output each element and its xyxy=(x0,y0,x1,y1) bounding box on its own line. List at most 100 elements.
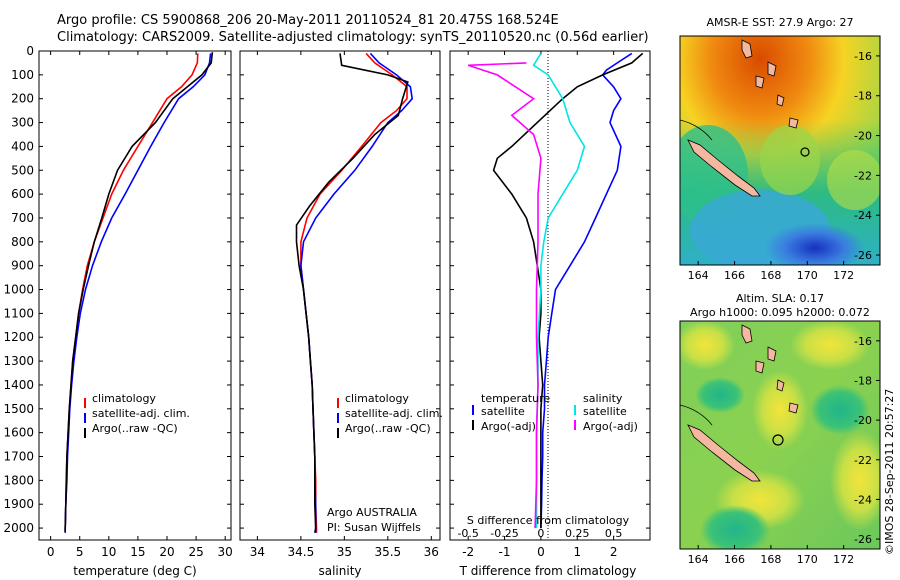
series-line xyxy=(540,52,633,529)
y-tick-label: 500 xyxy=(11,163,34,177)
y-tick-label: 1200 xyxy=(3,330,34,344)
x-tick-label: 1 xyxy=(573,545,581,559)
legend-item: satellite-adj. clim. xyxy=(92,407,190,420)
map-y-tick-label: -22 xyxy=(854,169,872,182)
y-tick-label: 200 xyxy=(11,92,34,106)
legend-item: Argo(-adj) xyxy=(481,420,536,433)
sla-map-title-line2: Argo h1000: 0.095 h2000: 0.072 xyxy=(690,306,870,319)
temperature-profile-chart: 0 5 10 15 20 25 300100200300400500600700800900… xyxy=(3,44,232,578)
island-shape xyxy=(741,39,753,59)
figure-title-line1: Argo profile: CS 5900868_206 20-May-2011… xyxy=(57,13,559,28)
map-y-tick-label: -18 xyxy=(854,90,872,103)
argo-location-marker xyxy=(800,147,810,157)
x-tick-label: -2 xyxy=(462,545,474,559)
y-tick-label: 900 xyxy=(11,259,34,273)
x-tick-label: 35.5 xyxy=(374,545,401,559)
salinity-legend: climatology satellite-adj. clim. Argo(..… xyxy=(337,392,443,438)
y-tick-label: 400 xyxy=(11,139,34,153)
map-y-tick-label: -16 xyxy=(854,50,872,63)
y-tick-label: 1600 xyxy=(3,426,34,440)
x-tick-label: 20 xyxy=(159,545,174,559)
y-tick-label: 700 xyxy=(11,211,34,225)
x-tick-label: 2 xyxy=(610,545,618,559)
difference-xlabel: T difference from climatology xyxy=(459,564,637,578)
secondary-x-tick-label: -0.5 xyxy=(457,527,478,540)
x-tick-label: 0 xyxy=(537,545,545,559)
island-shape xyxy=(776,94,785,107)
map-y-tick-label: -18 xyxy=(854,374,872,387)
island-shape xyxy=(776,379,785,392)
legend-item: satellite xyxy=(481,405,525,418)
map-x-tick-label: 166 xyxy=(724,553,745,566)
difference-profile-chart: -2 -1 0 1 2 -0.5 -0.25 0 0.25 0.5 T difference fr… xyxy=(449,50,651,578)
map-y-tick-label: -26 xyxy=(854,249,872,262)
series-line xyxy=(295,53,409,533)
salinity-xlabel: salinity xyxy=(318,564,361,578)
map-x-tick-label: 170 xyxy=(797,269,818,282)
temperature-xlabel: temperature (deg C) xyxy=(73,564,196,578)
island-shape xyxy=(741,324,753,344)
y-tick-label: 800 xyxy=(11,235,34,249)
legend-item: satellite xyxy=(583,405,627,418)
y-tick-label: 100 xyxy=(11,68,34,82)
x-tick-label: 5 xyxy=(76,545,84,559)
island-shape xyxy=(788,402,799,414)
x-tick-label: 34.5 xyxy=(288,545,315,559)
y-tick-label: 2000 xyxy=(3,521,34,535)
map-x-tick-label: 172 xyxy=(833,553,854,566)
series-line xyxy=(467,62,542,529)
map-x-tick-label: 172 xyxy=(833,269,854,282)
y-tick-label: 1800 xyxy=(3,473,34,487)
temperature-legend: climatology satellite-adj. clim. Argo(..… xyxy=(84,392,190,438)
x-tick-label: -1 xyxy=(499,545,511,559)
x-tick-label: 34 xyxy=(250,545,265,559)
legend-item: satellite-adj. clim. xyxy=(345,407,443,420)
map-x-tick-label: 164 xyxy=(688,269,709,282)
x-tick-label: 36 xyxy=(424,545,439,559)
map-y-tick-label: -22 xyxy=(854,454,872,467)
island-shape xyxy=(687,139,761,197)
legend-item: climatology xyxy=(92,392,156,405)
legend-item: Argo(..raw -QC) xyxy=(92,422,178,435)
x-tick-label: 15 xyxy=(130,545,145,559)
legend-group-title: temperature xyxy=(481,392,550,405)
island-shape xyxy=(767,61,777,77)
salinity-profile-chart: 34 34.5 35 35.5 36 salinity climatology sate… xyxy=(239,50,443,578)
y-tick-label: 1700 xyxy=(3,450,34,464)
sla-map: 164 166 168 170 172 -16 -18 -20 -22 -24 -26 xyxy=(679,320,881,566)
argo-program-annotation: Argo AUSTRALIA xyxy=(327,506,417,519)
y-tick-label: 1000 xyxy=(3,283,34,297)
sla-map-title-line1: Altim. SLA: 0.17 xyxy=(736,292,824,305)
map-y-tick-label: -20 xyxy=(854,130,872,143)
map-x-tick-label: 170 xyxy=(797,553,818,566)
x-tick-label: 30 xyxy=(218,545,233,559)
secondary-x-tick-label: -0.25 xyxy=(490,527,518,540)
x-tick-label: 10 xyxy=(101,545,116,559)
secondary-x-tick-label: 0 xyxy=(537,527,544,540)
credit-text: ©IMOS 28-Sep-2011 20:57:27 xyxy=(883,389,896,555)
map-x-tick-label: 166 xyxy=(724,269,745,282)
map-x-tick-label: 164 xyxy=(688,553,709,566)
map-y-tick-label: -20 xyxy=(854,414,872,427)
secondary-x-tick-label: 0.25 xyxy=(565,527,590,540)
island-shape xyxy=(687,424,761,482)
series-line xyxy=(64,52,214,532)
difference-legend: temperature satellite Argo(-adj) salinit… xyxy=(472,392,638,433)
secondary-x-tick-label: 0.5 xyxy=(605,527,623,540)
sst-map: 164 166 168 170 172 -16 -18 -20 -22 -24 -26 xyxy=(679,35,881,282)
legend-item: Argo(..raw -QC) xyxy=(345,422,431,435)
y-tick-label: 1300 xyxy=(3,354,34,368)
map-x-tick-label: 168 xyxy=(760,269,781,282)
map-y-tick-label: -16 xyxy=(854,335,872,348)
y-tick-label: 1500 xyxy=(3,402,34,416)
legend-item: climatology xyxy=(345,392,409,405)
y-tick-label: 1400 xyxy=(3,378,34,392)
difference-xlabel-top: S difference from climatology xyxy=(467,514,630,527)
y-tick-label: 0 xyxy=(26,44,34,58)
legend-group-title: salinity xyxy=(583,392,623,405)
map-x-tick-label: 168 xyxy=(760,553,781,566)
map-y-tick-label: -24 xyxy=(854,209,872,222)
y-tick-label: 1900 xyxy=(3,497,34,511)
x-tick-label: 35 xyxy=(337,545,352,559)
y-tick-label: 300 xyxy=(11,116,34,130)
